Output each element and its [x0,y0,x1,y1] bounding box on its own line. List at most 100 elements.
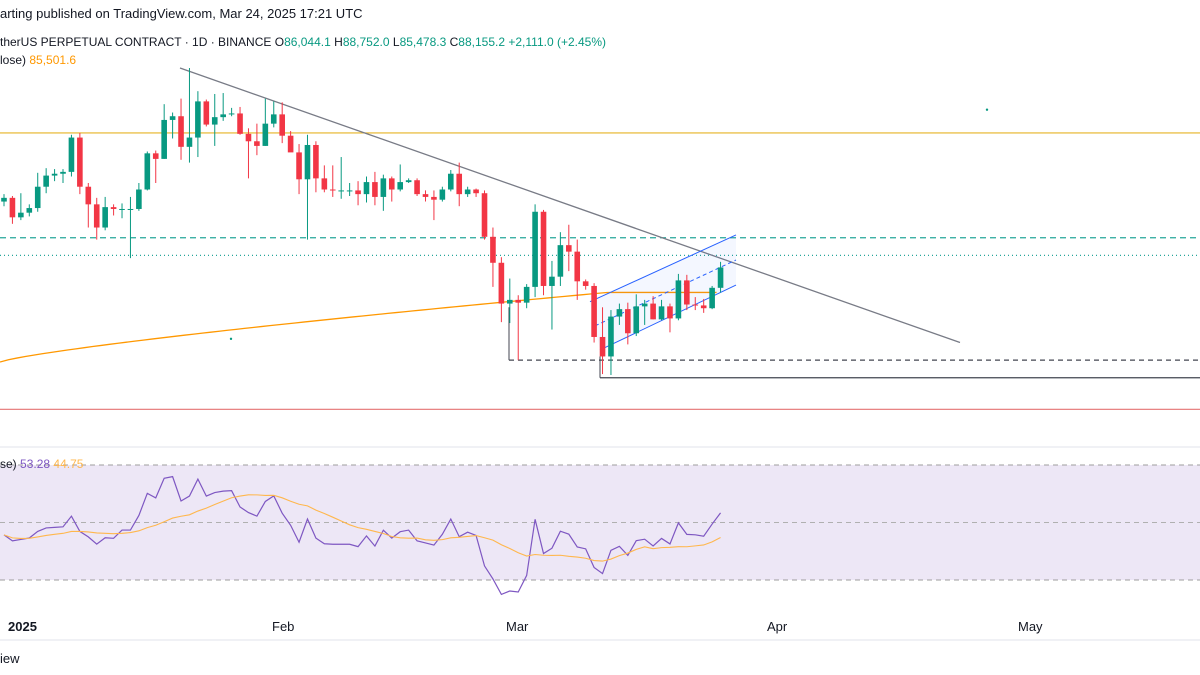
candle-body [608,316,614,357]
candle-body [717,267,724,288]
candle-body [211,117,218,125]
rsi-legend-label: se) [0,457,17,471]
candle-body [144,153,151,190]
candle-body [245,133,252,142]
rsi-ma-line [3,494,721,562]
candle-body [557,245,564,277]
candle-body [77,137,83,187]
channel-middle [594,259,737,327]
candle-body [405,180,412,183]
candle-body [279,114,285,136]
candle-body [431,196,437,200]
candle-body [700,305,707,309]
candle-body [1,197,7,202]
candle-body [532,211,538,287]
candle-body [51,173,58,176]
candle-body [93,204,100,228]
candle-body [178,116,184,147]
candle-body [473,189,479,194]
candle-body [270,114,277,124]
candle-body [152,153,159,159]
candle-body [26,208,33,213]
candle-body [692,304,699,306]
candle-body [684,280,690,305]
high-value: 88,752.0 [342,35,390,49]
candle-body [9,197,16,218]
candle-body [490,236,496,263]
candle-body [515,299,522,303]
candle-body [363,182,370,195]
candle-body [574,251,581,282]
ma-legend: lose) 85,501.6 [0,53,76,67]
candle-body [464,189,471,195]
marker-dot [985,108,989,111]
close-value: 88,155.2 [458,35,506,49]
candle-body [658,306,665,320]
candle-body [641,303,648,307]
candle-body [498,262,505,304]
open-value: 86,044.1 [284,35,331,49]
candle-body [380,178,387,197]
candle-body [422,194,429,197]
rsi-ma-legend-value: 44.75 [53,457,84,471]
candle-body [507,299,513,304]
candle-body [203,101,210,125]
candle-body [169,116,176,120]
descending-trendline [179,67,961,344]
candle-body [237,113,243,134]
candle-body [388,178,395,190]
x-tick-feb: Feb [272,619,295,634]
candle-body [329,189,336,191]
candle-body [287,135,294,153]
candle-body [220,114,226,118]
candle-body [102,207,108,228]
high-label: H [334,35,343,49]
x-tick-mar: Mar [506,619,529,634]
candle-body [372,182,378,197]
candle-body [18,212,24,218]
candle-body [161,119,167,159]
candle-body [414,180,420,195]
candle-body [591,285,597,337]
ma-legend-value: 85,501.6 [29,53,77,67]
candle-body [523,286,530,303]
candle-body [456,173,463,195]
marker-dot [229,337,233,341]
candle-body [60,171,66,174]
x-tick-2025: 2025 [8,619,37,634]
candle-body [709,287,715,309]
x-tick-apr: Apr [767,619,788,634]
candle-body [338,190,344,192]
candle-body [549,276,555,286]
candle-body [228,113,235,115]
candle-body [650,303,656,320]
candle-body [447,173,454,190]
rsi-legend-value: 53.28 [20,457,51,471]
candle-body [625,309,631,334]
candle-body [439,189,446,200]
candle-body [346,190,353,192]
candle-body [254,141,260,146]
rsi-line [3,475,722,596]
candle-body [119,208,125,210]
candle-body [355,190,361,195]
low-value: 85,478.3 [399,35,447,49]
candle-body [85,186,92,205]
channel-upper [589,234,737,303]
change-value: +2,111.0 (+2.45%) [508,35,606,49]
candle-body [633,306,640,334]
x-tick-may: May [1018,619,1043,634]
rsi-legend: se) 53.28 44.75 [0,457,83,471]
symbol-legend: therUS PERPETUAL CONTRACT · 1D · BINANCE… [0,35,606,49]
candle-body [127,208,134,210]
candle-body [34,186,41,209]
ma-legend-label: lose) [0,53,27,67]
candle-body [540,211,547,286]
candle-body [397,182,404,190]
open-label: O [274,35,285,49]
close-label: C [449,35,459,49]
symbol-name: therUS PERPETUAL CONTRACT · 1D · BINANCE [0,35,272,49]
candle-body [675,280,682,319]
candle-body [616,309,623,317]
